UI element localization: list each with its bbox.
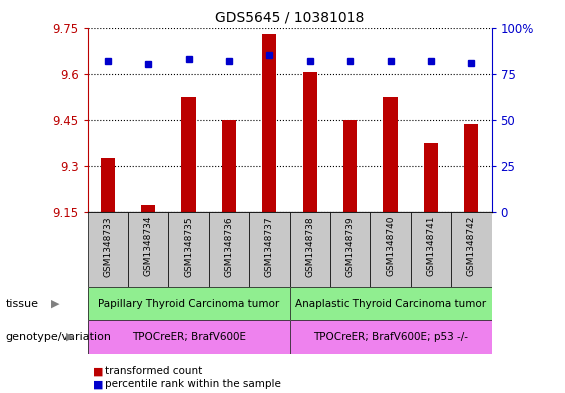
- Bar: [343, 121, 357, 212]
- Text: Anaplastic Thyroid Carcinoma tumor: Anaplastic Thyroid Carcinoma tumor: [295, 299, 486, 309]
- Text: GSM1348741: GSM1348741: [427, 216, 436, 276]
- Text: transformed count: transformed count: [105, 366, 202, 376]
- Bar: [424, 143, 438, 212]
- Bar: [384, 97, 398, 212]
- Bar: [371, 212, 411, 287]
- Bar: [411, 212, 451, 287]
- Bar: [289, 212, 330, 287]
- Bar: [249, 212, 289, 287]
- Bar: [464, 125, 479, 212]
- Text: GSM1348733: GSM1348733: [103, 216, 112, 277]
- Text: TPOCreER; BrafV600E: TPOCreER; BrafV600E: [132, 332, 246, 342]
- Title: GDS5645 / 10381018: GDS5645 / 10381018: [215, 11, 364, 25]
- Text: genotype/variation: genotype/variation: [6, 332, 112, 342]
- Text: GSM1348740: GSM1348740: [386, 216, 395, 276]
- Bar: [262, 34, 276, 212]
- Text: GSM1348736: GSM1348736: [224, 216, 233, 277]
- Bar: [222, 121, 236, 212]
- Text: ■: ■: [93, 366, 104, 376]
- Text: GSM1348737: GSM1348737: [265, 216, 274, 277]
- Text: ■: ■: [93, 379, 104, 389]
- Text: TPOCreER; BrafV600E; p53 -/-: TPOCreER; BrafV600E; p53 -/-: [313, 332, 468, 342]
- Bar: [128, 212, 168, 287]
- Text: GSM1348738: GSM1348738: [305, 216, 314, 277]
- Bar: [181, 97, 195, 212]
- Bar: [101, 158, 115, 212]
- Text: percentile rank within the sample: percentile rank within the sample: [105, 379, 280, 389]
- Text: GSM1348735: GSM1348735: [184, 216, 193, 277]
- Bar: [208, 212, 249, 287]
- Text: GSM1348742: GSM1348742: [467, 216, 476, 276]
- Bar: [141, 206, 155, 212]
- Bar: [330, 212, 371, 287]
- Text: GSM1348734: GSM1348734: [144, 216, 153, 276]
- Bar: [451, 212, 492, 287]
- Text: GSM1348739: GSM1348739: [346, 216, 355, 277]
- Bar: [88, 212, 128, 287]
- Bar: [168, 212, 209, 287]
- Text: ▶: ▶: [66, 332, 75, 342]
- Text: Papillary Thyroid Carcinoma tumor: Papillary Thyroid Carcinoma tumor: [98, 299, 279, 309]
- Bar: [303, 72, 317, 212]
- Text: ▶: ▶: [51, 299, 59, 309]
- Text: tissue: tissue: [6, 299, 38, 309]
